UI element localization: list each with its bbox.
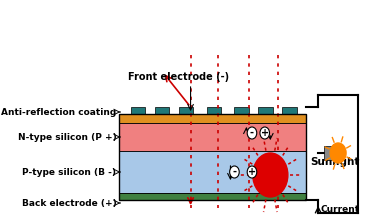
Circle shape (253, 153, 288, 197)
Text: +: + (261, 128, 269, 138)
Text: Front electrode (-): Front electrode (-) (128, 72, 229, 82)
Circle shape (247, 127, 257, 139)
Bar (119, 114, 306, 123)
Text: N-type silicon (P +): N-type silicon (P +) (18, 133, 117, 142)
Bar (155, 107, 169, 114)
Bar (119, 114, 306, 200)
Bar (258, 107, 273, 114)
Text: -: - (250, 128, 254, 138)
Bar (179, 107, 193, 114)
Text: -: - (232, 167, 236, 177)
Text: +: + (248, 167, 256, 177)
Bar (119, 151, 306, 193)
Bar (324, 146, 332, 160)
Text: P-type silicon (B -): P-type silicon (B -) (23, 168, 117, 177)
Text: Sunlight: Sunlight (310, 157, 360, 167)
Bar (119, 193, 306, 200)
Circle shape (230, 166, 239, 178)
Text: Back electrode (+): Back electrode (+) (22, 198, 117, 207)
Circle shape (330, 143, 346, 163)
Bar (206, 107, 221, 114)
Bar (282, 107, 297, 114)
Text: Anti-reflection coating: Anti-reflection coating (1, 108, 117, 116)
Text: Current: Current (320, 205, 360, 213)
Bar (119, 123, 306, 151)
Bar (235, 107, 249, 114)
Bar (131, 107, 145, 114)
Circle shape (247, 166, 257, 178)
Circle shape (260, 127, 269, 139)
